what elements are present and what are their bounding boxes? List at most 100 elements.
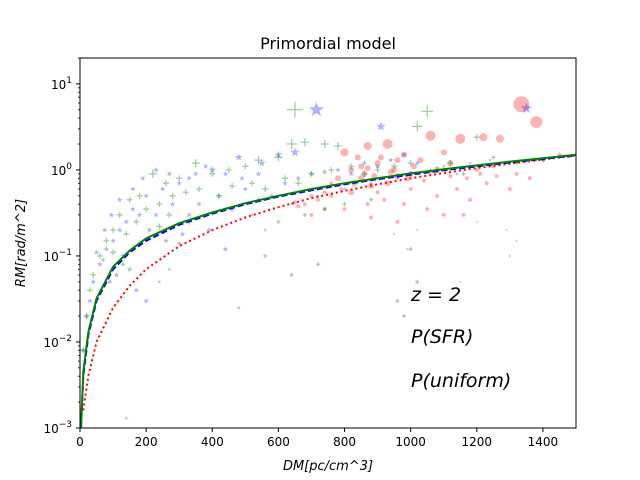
point-2-11 [209, 170, 216, 177]
point-1-68 [250, 212, 254, 217]
point-2-49 [473, 134, 480, 141]
point-0-81 [494, 173, 499, 178]
point-1-49 [335, 166, 341, 173]
y-axis-label: RM[rad/m^2] [14, 199, 29, 287]
point-1-66 [369, 181, 373, 185]
point-2-58 [316, 262, 321, 267]
point-0-34 [309, 193, 314, 198]
annotation-psfr: P(SFR) [411, 326, 473, 348]
point-0-76 [348, 166, 355, 173]
point-1-60 [488, 158, 492, 162]
point-1-35 [153, 211, 159, 218]
point-2-61 [302, 212, 307, 217]
point-0-46 [527, 176, 532, 181]
x-tick-label-5: 1000 [395, 435, 426, 449]
point-1-64 [316, 193, 320, 198]
point-2-20 [103, 237, 110, 244]
point-2-12 [191, 159, 200, 168]
point-2-0 [286, 101, 303, 118]
point-1-84 [255, 170, 262, 177]
curve-2 [80, 153, 576, 428]
point-1-2 [376, 121, 386, 131]
point-1-82 [222, 170, 229, 177]
point-0-58 [368, 215, 373, 220]
point-0-41 [435, 193, 440, 198]
point-1-4 [274, 150, 283, 159]
point-0-27 [361, 170, 368, 177]
point-0-56 [309, 212, 314, 217]
point-1-72 [101, 227, 108, 233]
point-0-1 [530, 116, 543, 129]
point-2-50 [491, 155, 496, 160]
point-1-37 [163, 237, 169, 244]
point-1-71 [167, 267, 172, 271]
y-tick-label-0: 10−3 [43, 420, 72, 436]
point-2-33 [215, 192, 222, 199]
point-0-33 [316, 197, 321, 202]
point-0-73 [371, 172, 378, 179]
point-1-18 [96, 261, 103, 267]
point-2-60 [276, 219, 281, 224]
point-1-73 [93, 249, 100, 255]
point-0-44 [484, 181, 489, 186]
point-2-6 [333, 141, 342, 150]
point-0-59 [459, 280, 462, 283]
point-1-23 [106, 278, 113, 285]
point-2-59 [263, 253, 268, 258]
point-0-79 [464, 176, 469, 181]
point-0-3 [455, 133, 466, 144]
point-1-17 [103, 246, 110, 252]
point-2-15 [148, 169, 157, 178]
point-1-22 [80, 347, 87, 353]
point-1-56 [428, 167, 433, 172]
point-0-20 [410, 163, 417, 170]
curve-1 [80, 154, 576, 428]
point-2-3 [286, 139, 297, 150]
point-2-35 [248, 180, 255, 187]
point-1-33 [186, 211, 192, 218]
point-1-46 [295, 175, 302, 181]
point-2-32 [196, 186, 203, 193]
point-2-21 [96, 252, 103, 259]
point-0-42 [454, 187, 459, 192]
point-0-2 [425, 130, 436, 141]
point-1-65 [342, 187, 347, 191]
point-1-27 [133, 287, 140, 293]
point-1-52 [374, 163, 381, 169]
point-2-1 [421, 105, 434, 118]
point-0-10 [401, 151, 408, 158]
point-1-76 [130, 186, 136, 192]
point-2-27 [133, 218, 140, 225]
curve-layer [80, 153, 576, 428]
point-0-32 [322, 190, 327, 195]
point-2-48 [461, 171, 466, 176]
point-1-8 [192, 170, 199, 177]
x-tick-label-1: 200 [135, 435, 158, 449]
point-1-44 [268, 192, 275, 199]
point-0-19 [391, 166, 398, 173]
point-1-54 [401, 151, 407, 158]
point-2-45 [407, 160, 414, 167]
point-0-29 [348, 189, 355, 196]
point-2-22 [90, 272, 97, 279]
point-2-56 [395, 298, 400, 303]
point-1-78 [153, 166, 159, 173]
point-0-4 [479, 133, 488, 142]
point-1-32 [206, 227, 212, 233]
point-1-83 [239, 175, 245, 181]
point-0-54 [342, 207, 347, 212]
point-0-57 [395, 219, 400, 224]
point-1-67 [395, 176, 400, 180]
point-0-35 [302, 202, 307, 207]
point-0-9 [354, 154, 361, 161]
point-0-53 [365, 202, 370, 207]
point-1-11 [143, 192, 149, 199]
point-2-14 [162, 180, 169, 187]
point-1-5 [258, 159, 266, 167]
point-1-57 [441, 164, 446, 168]
point-0-52 [382, 197, 387, 202]
point-2-44 [391, 163, 398, 170]
point-2-5 [320, 140, 329, 149]
point-0-25 [384, 180, 391, 187]
point-1-70 [124, 416, 129, 420]
